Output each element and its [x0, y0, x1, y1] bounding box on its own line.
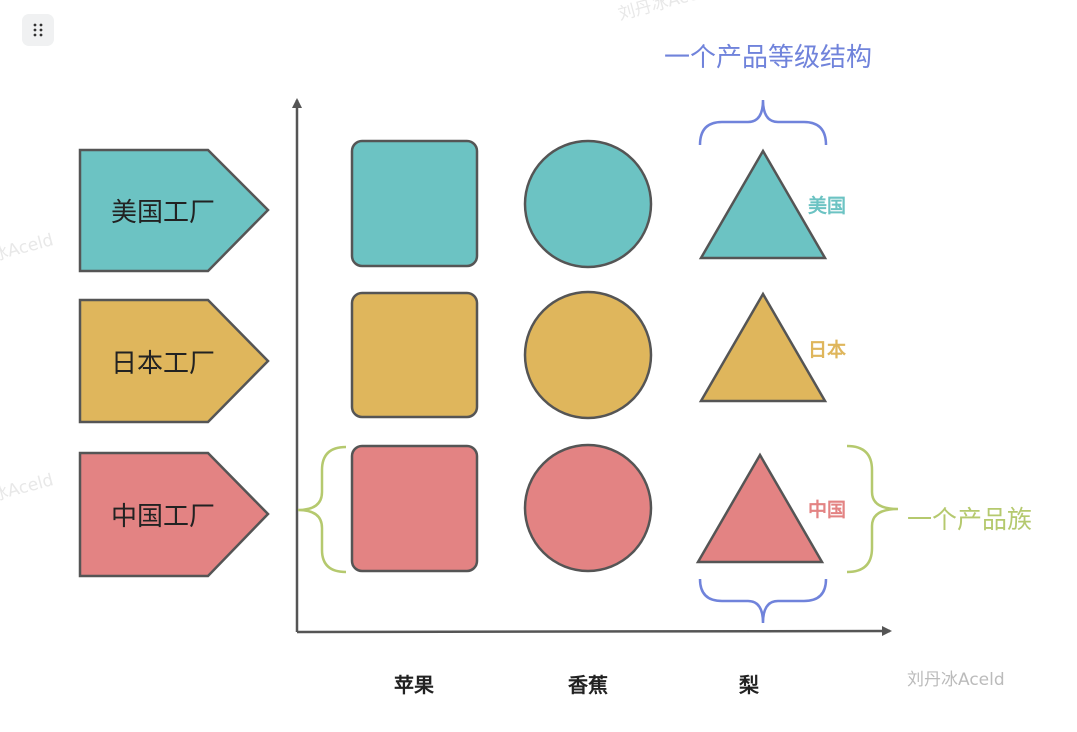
- factory-china: 中国工厂: [78, 451, 270, 578]
- apple-china: [350, 444, 479, 573]
- watermark: 刘丹冰Aceld: [616, 0, 716, 25]
- factory-japan: 日本工厂: [78, 298, 270, 424]
- factory-label: 美国工厂: [111, 198, 215, 228]
- product-label-banana: 香蕉: [568, 673, 608, 697]
- drag-handle-button[interactable]: [22, 14, 54, 46]
- level-annotation: 一个产品等级结构: [664, 43, 872, 73]
- watermark: 刘丹冰Aceld: [0, 470, 56, 515]
- banana-china: [523, 443, 653, 573]
- family-brace-left: [297, 445, 347, 574]
- x-axis: [296, 626, 892, 637]
- pear-japan: [698, 291, 828, 403]
- signature-watermark: 刘丹冰Aceld: [907, 670, 1005, 690]
- row-tag-china: 中国: [808, 498, 846, 521]
- level-brace-top: [698, 99, 828, 146]
- banana-japan: [523, 290, 653, 420]
- watermark: 刘丹冰Aceld: [0, 230, 56, 275]
- row-tag-japan: 日本: [808, 338, 846, 361]
- family-annotation: 一个产品族: [907, 505, 1032, 534]
- family-brace-right: [846, 444, 899, 574]
- factory-usa: 美国工厂: [78, 148, 270, 273]
- row-tag-usa: 美国: [808, 194, 846, 217]
- pear-usa: [698, 148, 828, 260]
- factory-label: 中国工厂: [111, 502, 215, 532]
- banana-usa: [523, 139, 653, 269]
- product-label-apple: 苹果: [394, 673, 434, 697]
- apple-japan: [350, 291, 479, 419]
- factory-label: 日本工厂: [111, 349, 215, 379]
- drag-handle-dots-icon: [33, 23, 43, 37]
- apple-usa: [350, 139, 479, 268]
- level-brace-bottom: [698, 578, 828, 624]
- product-label-pear: 梨: [739, 673, 760, 697]
- pear-china: [695, 452, 825, 564]
